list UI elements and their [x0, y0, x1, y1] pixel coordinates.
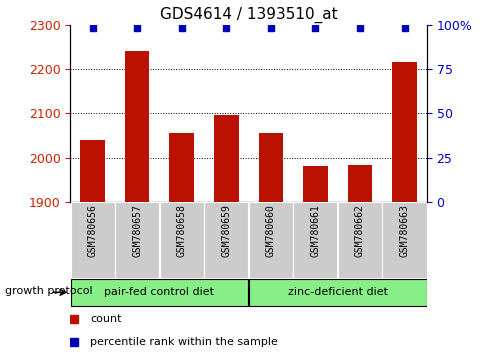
Text: zinc-deficient diet: zinc-deficient diet: [287, 287, 387, 297]
Text: percentile rank within the sample: percentile rank within the sample: [90, 337, 277, 348]
Point: [266, 25, 274, 31]
Point: [133, 25, 141, 31]
Point: [355, 25, 363, 31]
Bar: [213, 115, 238, 202]
Bar: [125, 51, 149, 202]
Bar: [392, 62, 416, 202]
Bar: [70, 202, 114, 278]
Text: pair-fed control diet: pair-fed control diet: [104, 287, 214, 297]
Text: GSM780660: GSM780660: [265, 204, 275, 257]
Point: [89, 25, 96, 31]
Bar: [248, 279, 426, 307]
Bar: [337, 202, 381, 278]
Text: GSM780658: GSM780658: [176, 204, 186, 257]
Bar: [80, 140, 105, 202]
Bar: [204, 202, 248, 278]
Text: GSM780661: GSM780661: [310, 204, 320, 257]
Bar: [347, 165, 371, 202]
Bar: [70, 279, 248, 307]
Text: count: count: [90, 314, 121, 325]
Text: GSM780659: GSM780659: [221, 204, 231, 257]
Bar: [293, 202, 337, 278]
Title: GDS4614 / 1393510_at: GDS4614 / 1393510_at: [159, 7, 337, 23]
Bar: [115, 202, 159, 278]
Bar: [159, 202, 203, 278]
Bar: [169, 133, 194, 202]
Point: [311, 25, 318, 31]
Bar: [258, 133, 283, 202]
Text: GSM780663: GSM780663: [399, 204, 408, 257]
Bar: [248, 202, 292, 278]
Text: growth protocol: growth protocol: [5, 286, 92, 296]
Bar: [382, 202, 426, 278]
Point: [178, 25, 185, 31]
Point: [400, 25, 408, 31]
Text: GSM780656: GSM780656: [88, 204, 97, 257]
Text: GSM780662: GSM780662: [354, 204, 364, 257]
Point: [222, 25, 230, 31]
Bar: [302, 166, 327, 202]
Text: GSM780657: GSM780657: [132, 204, 142, 257]
